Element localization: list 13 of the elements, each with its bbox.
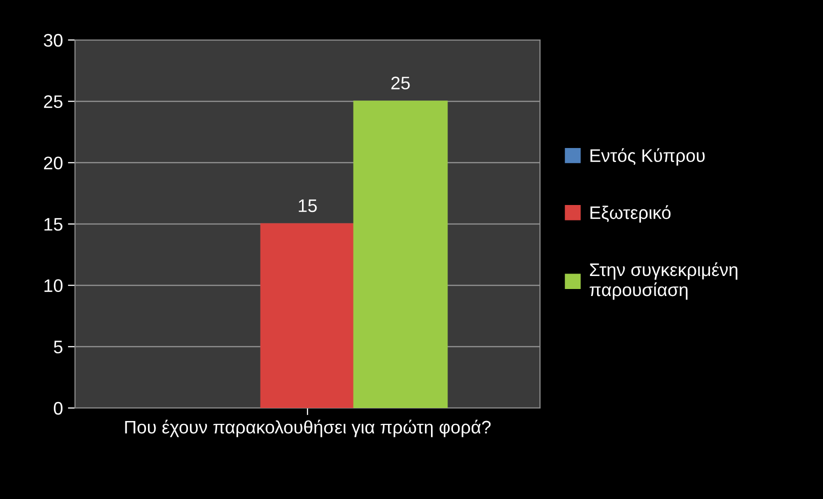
data-label: 15: [298, 200, 317, 212]
y-tick-label: 30: [44, 34, 62, 47]
legend-label: Εντός Κύπρου: [590, 148, 705, 166]
legend-label: Εξωτερικό: [590, 205, 671, 223]
y-tick-label: 20: [44, 156, 62, 170]
data-label: 25: [391, 76, 410, 90]
y-tick-label: 15: [44, 218, 62, 231]
y-tick-label: 0: [54, 402, 62, 415]
x-tick-label: Που έχουν παρακολουθήσει για πρώτη φορά?: [125, 420, 491, 438]
y-tick-label: 10: [44, 279, 62, 292]
y-tick-label: 5: [54, 340, 62, 354]
y-tick-label: 25: [44, 95, 62, 108]
legend-label: Στην συγκεκριμένη παρουσίαση: [590, 262, 738, 300]
